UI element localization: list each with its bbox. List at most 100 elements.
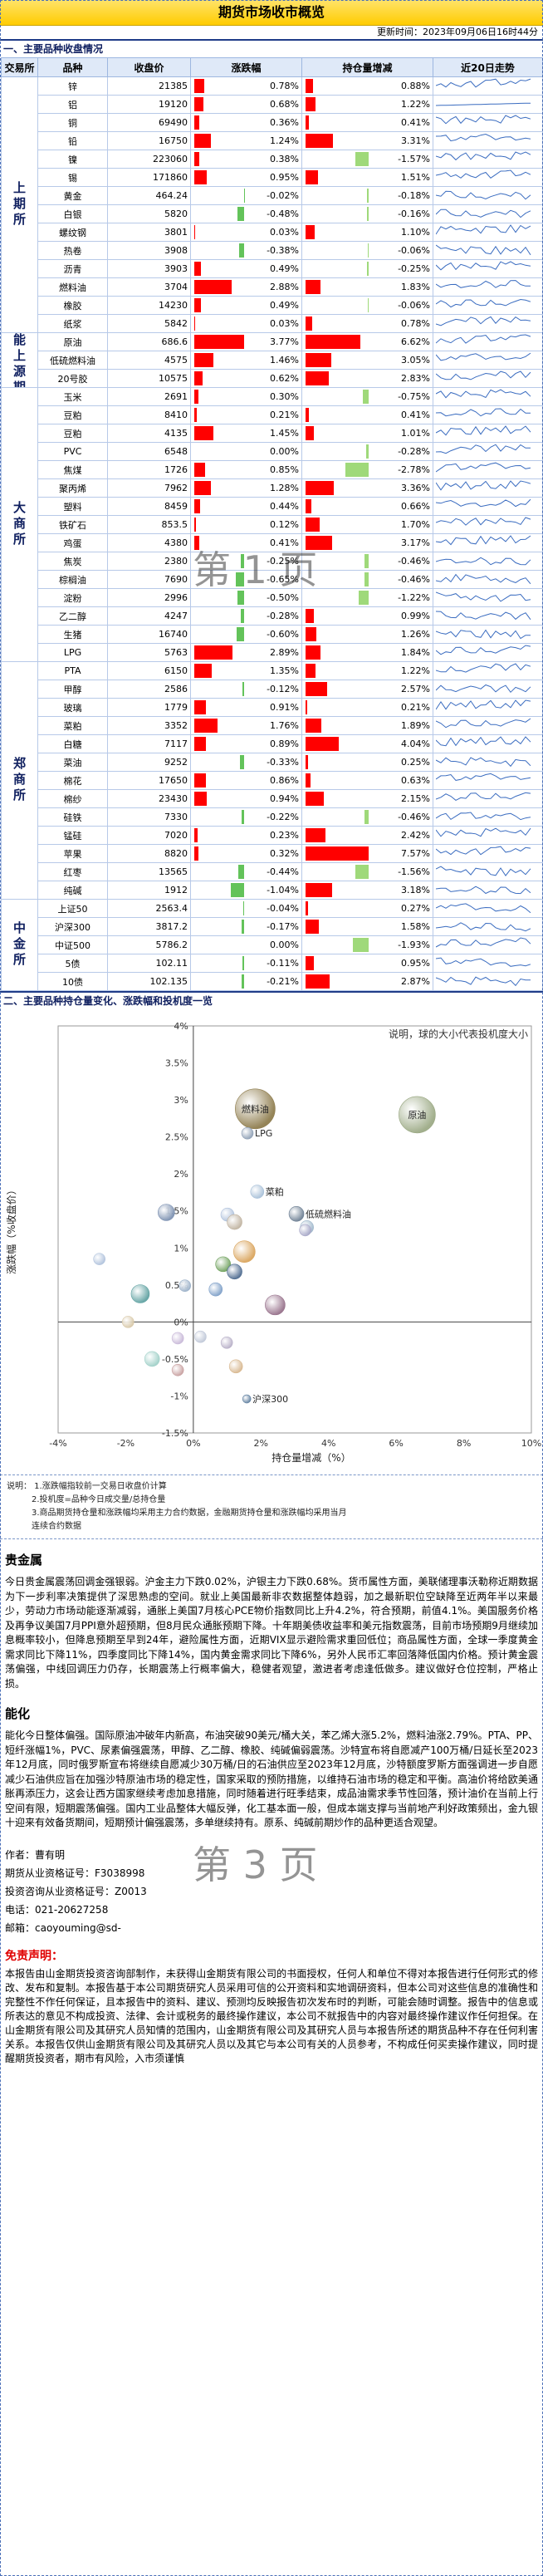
y-tick-label: -1.5% xyxy=(162,1428,188,1439)
advisory-line: 投资咨询从业资格证号：Z0013 xyxy=(5,1882,538,1901)
trend-cell xyxy=(433,680,543,699)
change-bar xyxy=(194,115,199,130)
trend-cell xyxy=(433,131,543,150)
oi-cell: 3.05% xyxy=(301,351,433,370)
trend-sparkline xyxy=(435,535,531,546)
oi-bar xyxy=(352,938,369,952)
trend-cell xyxy=(433,588,543,607)
contract-name: 铜 xyxy=(37,113,108,132)
trend-sparkline xyxy=(435,316,531,326)
oi-cell: 0.41% xyxy=(301,113,433,132)
oi-value: 1.26% xyxy=(401,629,430,640)
oi-cell: 2.87% xyxy=(301,972,433,991)
oi-value: 0.25% xyxy=(401,757,430,768)
y-tick-label: 3.5% xyxy=(165,1058,188,1069)
contract-name: 塑料 xyxy=(37,497,108,516)
phone-label: 电话： xyxy=(5,1903,36,1916)
change-bar xyxy=(194,335,244,349)
trend-line xyxy=(435,389,531,399)
change-value: 0.89% xyxy=(270,738,299,749)
oi-bar xyxy=(364,572,369,586)
bubble-point xyxy=(220,1337,233,1349)
bubble-point xyxy=(227,1214,242,1230)
trend-sparkline xyxy=(435,517,531,526)
trend-sparkline xyxy=(435,334,531,344)
oi-cell: 0.63% xyxy=(301,771,433,790)
close-price: 3817.2 xyxy=(107,917,191,936)
oi-bar xyxy=(306,609,314,623)
oi-value: -0.06% xyxy=(398,245,430,256)
table-row: 豆粕 8410 0.21% 0.41% xyxy=(2,405,543,424)
oi-value: -1.93% xyxy=(398,940,430,950)
y-tick-label: 4% xyxy=(174,1021,188,1032)
trend-cell xyxy=(433,168,543,187)
change-cell: 0.36% xyxy=(190,113,302,132)
contract-name: 黄金 xyxy=(37,186,108,205)
oi-bar xyxy=(364,810,369,824)
contract-name: 燃料油 xyxy=(37,277,108,297)
trend-line xyxy=(435,78,531,88)
oi-cell: 3.17% xyxy=(301,533,433,552)
table-row: 10债 102.135 -0.21% 2.87% xyxy=(2,972,543,991)
change-value: 0.49% xyxy=(270,263,299,274)
close-price: 2996 xyxy=(107,588,191,607)
change-cell: -0.22% xyxy=(190,807,302,827)
change-cell: -1.04% xyxy=(190,881,302,900)
chart-note: 说明，球的大小代表投机度大小 xyxy=(389,1028,528,1040)
contract-name: 鸡蛋 xyxy=(37,533,108,552)
oi-bar xyxy=(366,262,369,276)
change-bar xyxy=(194,134,211,148)
change-cell: -0.38% xyxy=(190,241,302,260)
change-cell: 2.88% xyxy=(190,277,302,297)
x-tick-label: 4% xyxy=(321,1438,335,1449)
header-trend: 近20日走势 xyxy=(433,57,543,77)
change-cell: -0.60% xyxy=(190,625,302,644)
close-price: 8410 xyxy=(107,405,191,424)
close-price: 4135 xyxy=(107,424,191,443)
change-value: 0.00% xyxy=(270,446,299,457)
bubble-point xyxy=(233,1240,256,1263)
close-price: 2691 xyxy=(107,387,191,406)
oi-value: 4.04% xyxy=(401,738,430,749)
trend-sparkline xyxy=(435,699,531,710)
trend-line xyxy=(435,846,531,856)
bubble-point xyxy=(157,1204,175,1221)
change-bar xyxy=(194,536,200,550)
change-cell: 0.32% xyxy=(190,844,302,863)
trend-cell xyxy=(433,351,543,370)
trend-sparkline xyxy=(435,736,531,747)
change-bar xyxy=(194,79,205,93)
table-row: 黄金 464.24 -0.02% -0.18% xyxy=(2,186,543,205)
email-address[interactable]: caoyouming@sd- xyxy=(35,1921,121,1934)
oi-cell: 0.66% xyxy=(301,497,433,516)
change-bar xyxy=(194,737,207,751)
y-tick-label: 0% xyxy=(174,1317,188,1327)
contract-name: 菜粕 xyxy=(37,716,108,735)
close-price: 23430 xyxy=(107,789,191,808)
change-value: 0.95% xyxy=(270,172,299,183)
change-value: 0.38% xyxy=(270,154,299,164)
change-bar xyxy=(237,207,244,221)
oi-cell: -0.18% xyxy=(301,186,433,205)
change-cell: 0.91% xyxy=(190,698,302,717)
change-bar xyxy=(241,554,244,568)
contract-name: 菜油 xyxy=(37,753,108,772)
trend-cell xyxy=(433,533,543,552)
contract-name: 铝 xyxy=(37,95,108,114)
change-cell: 2.89% xyxy=(190,643,302,662)
change-bar xyxy=(242,682,244,696)
trend-cell xyxy=(433,497,543,516)
author-line: 作者：曹有明 xyxy=(5,1846,538,1864)
trend-cell xyxy=(433,899,543,918)
oi-value: 1.70% xyxy=(401,519,430,530)
trend-sparkline xyxy=(435,629,531,640)
oi-cell: 1.10% xyxy=(301,223,433,242)
oi-cell: 7.57% xyxy=(301,844,433,863)
note-line: 2.投机度=品种今日成交量/总持仓量 xyxy=(32,1495,166,1504)
bubble-point xyxy=(179,1279,191,1293)
close-price: 9252 xyxy=(107,753,191,772)
trend-line xyxy=(435,169,531,179)
oi-cell: -0.06% xyxy=(301,296,433,315)
contract-name: 苹果 xyxy=(37,844,108,863)
energy-title: 能化 xyxy=(5,1706,31,1721)
